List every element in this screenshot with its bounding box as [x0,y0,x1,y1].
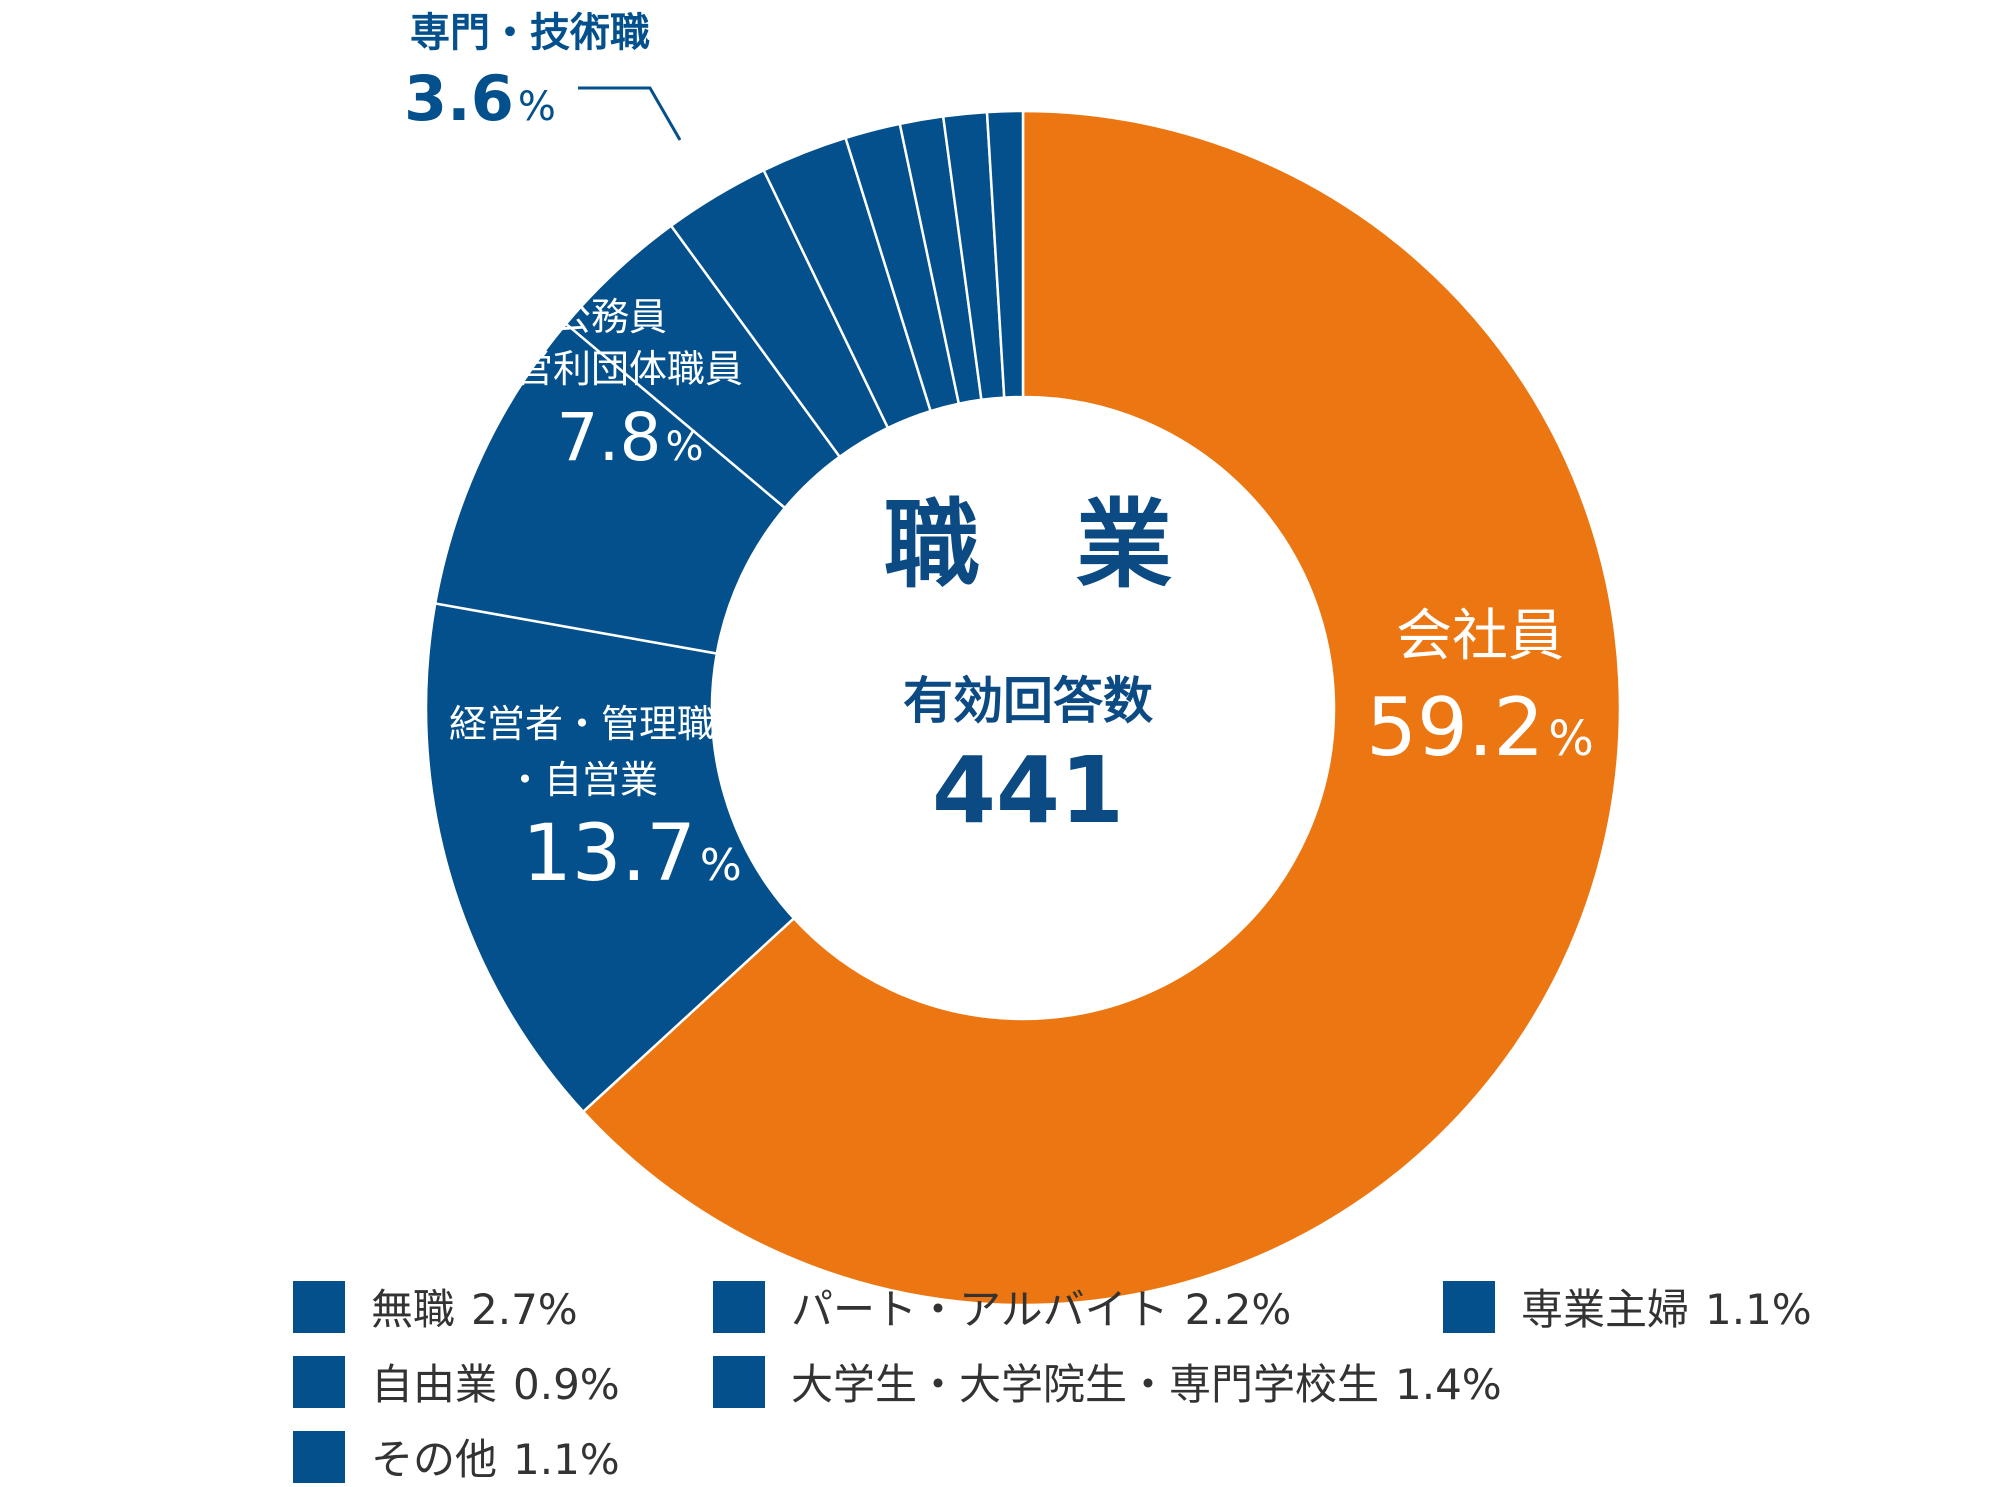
legend-label: 自由業 [371,1360,498,1409]
label-koumuin-line1: 公務員 [553,295,667,339]
chart-title: 職 業 [884,489,1172,601]
legend-item-sengyoshufu: 専業主婦 1.1% [1443,1276,1812,1337]
center-label: 有効回答数 [903,672,1153,730]
legend-swatch [713,1280,765,1333]
chart-slices [424,109,1622,1307]
legend-label: 無職 [371,1285,456,1334]
label-kaishain-name: 会社員 [1396,604,1564,669]
label-kaishain-value: 59.2% [1366,681,1594,774]
center-value: 441 [932,737,1124,844]
legend-value: 1.1% [513,1435,620,1484]
legend-label: 大学生・大学院生・専門学校生 [791,1360,1380,1409]
legend-item-part: パート・アルバイト 2.2% [713,1276,1291,1337]
label-keiei-number: 13.7 [522,809,696,899]
pie-slice-0 [581,109,1622,1307]
legend-value: 0.9% [513,1360,620,1409]
label-senmon-value: 3.6% [404,62,556,135]
legend-label: その他 [371,1435,498,1484]
legend-item-sonota: その他 1.1% [293,1426,620,1487]
label-keiei-unit: % [700,840,742,891]
legend-item-jiyugyo: 自由業 0.9% [293,1351,620,1412]
legend-swatch [293,1280,345,1333]
legend-swatch [713,1355,765,1408]
label-senmon-name: 専門・技術職 [410,10,650,56]
label-koumuin-value: 7.8% [557,399,704,476]
label-senmon-leader-line [578,86,682,141]
label-senmon-unit: % [518,84,556,130]
label-koumuin-unit: % [665,424,703,470]
legend-swatch [293,1355,345,1408]
label-kaishain-number: 59.2 [1366,681,1544,774]
label-keiei-value: 13.7% [522,809,741,899]
label-koumuin-line2: 非営利団体職員 [477,347,743,391]
legend-label: 専業主婦 [1521,1285,1690,1334]
label-keiei-line1: 経営者・管理職 [449,702,715,746]
legend-item-gakusei: 大学生・大学院生・専門学校生 1.4% [713,1351,1502,1412]
label-senmon-number: 3.6 [404,62,514,135]
pie-slice-9 [985,109,1025,399]
legend-label: パート・アルバイト [791,1285,1169,1334]
label-koumuin-number: 7.8 [557,399,662,476]
label-keiei-line2: ・自営業 [506,758,658,802]
legend-item-mushoku: 無職 2.7% [293,1276,578,1337]
legend-value: 1.4% [1395,1360,1502,1409]
pie-slice-1 [424,602,796,1113]
label-kaishain-unit: % [1548,711,1594,767]
legend-value: 2.7% [471,1285,578,1334]
legend-swatch [293,1430,345,1483]
legend-swatch [1443,1280,1495,1333]
legend-value: 1.1% [1705,1285,1812,1334]
legend-value: 2.2% [1184,1285,1292,1334]
